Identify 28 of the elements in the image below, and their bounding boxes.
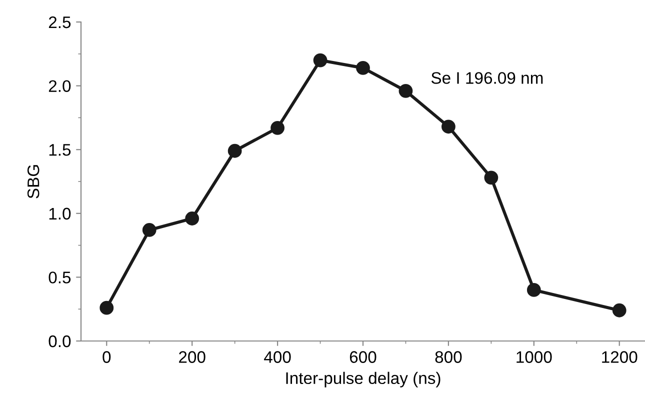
y-tick-label: 0.0 [48, 335, 71, 348]
y-tick-label: 1.5 [49, 144, 71, 156]
point [442, 120, 456, 134]
y-tick-label: 1.0 [49, 208, 71, 220]
x-tick-label: 1200 [602, 351, 638, 363]
x-tick-label: 800 [435, 351, 462, 363]
y-axis-title: SBG [27, 165, 40, 198]
x-tick-label: 600 [350, 351, 376, 363]
x-tick-label: 0 [102, 351, 111, 363]
point [484, 170, 498, 185]
point [185, 212, 200, 226]
point [313, 53, 328, 68]
point [526, 283, 541, 297]
x-tick-label: 1000 [516, 351, 552, 363]
point [100, 300, 114, 315]
point [398, 84, 413, 98]
annotation: Se I 196.09 nm [431, 72, 543, 84]
point [356, 60, 370, 75]
y-tick-label: 2.0 [48, 80, 71, 92]
x-tick-label: 400 [264, 351, 291, 363]
point [270, 120, 284, 135]
point [612, 303, 626, 318]
x-tick-label: 200 [179, 351, 206, 363]
point [142, 223, 156, 237]
y-tick-label: 2.5 [48, 16, 71, 28]
point [228, 144, 242, 158]
x-axis-title: Inter-pulse delay (ns) [286, 372, 440, 388]
y-tick-label: 0.5 [48, 272, 71, 284]
